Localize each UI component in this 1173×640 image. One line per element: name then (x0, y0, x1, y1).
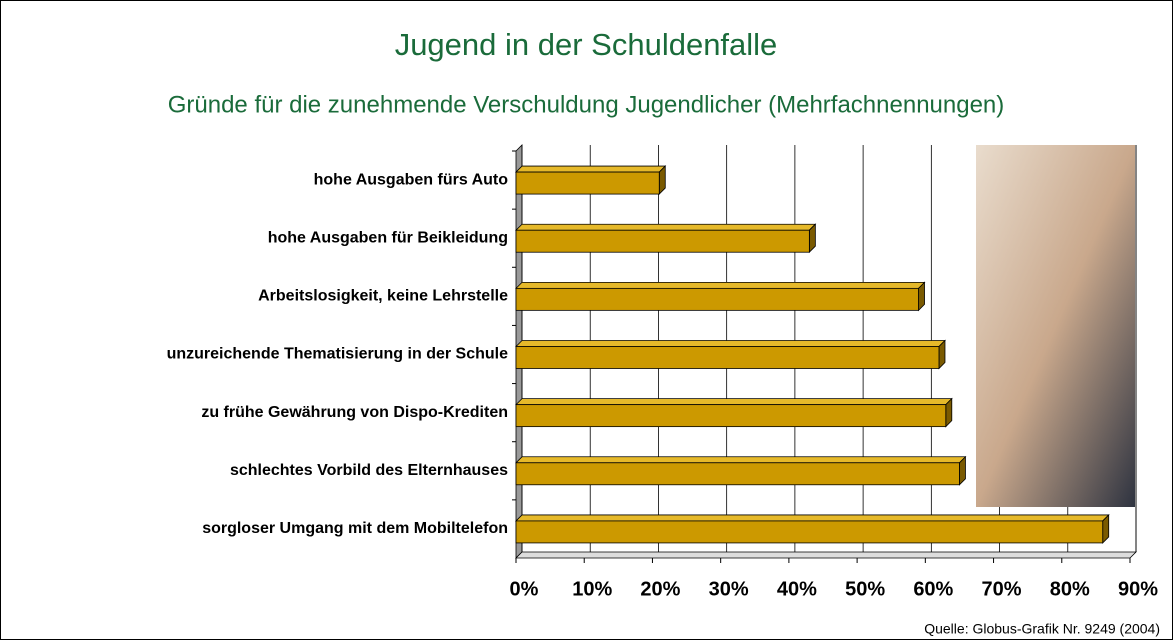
y-tick-label: Arbeitslosigkeit, keine Lehrstelle (258, 288, 508, 305)
source-note: Quelle: Globus-Grafik Nr. 9249 (2004) (924, 621, 1160, 637)
bar (516, 288, 919, 310)
y-tick-label: sorgloser Umgang mit dem Mobiltelefon (202, 520, 508, 537)
y-tick-label: unzureichende Thematisierung in der Schu… (167, 346, 509, 363)
x-tick-label: 60% (913, 578, 953, 600)
x-tick-label: 80% (1050, 578, 1090, 600)
x-tick-label: 0% (510, 578, 539, 600)
photo (976, 145, 1135, 507)
x-tick-label: 30% (709, 578, 749, 600)
bar-top (516, 166, 665, 172)
y-tick-label: hohe Ausgaben fürs Auto (314, 171, 509, 188)
page: {"chart_data": {"type": "bar", "orientat… (0, 0, 1173, 640)
x-tick-label: 10% (572, 578, 612, 600)
bar-top (516, 399, 952, 405)
chart-title: Jugend in der Schuldenfalle (395, 27, 778, 62)
chart: Jugend in der Schuldenfalle Gründe für d… (0, 0, 1173, 640)
bar-top (516, 224, 815, 230)
y-tick-label: zu frühe Gewährung von Dispo-Krediten (201, 404, 508, 421)
floor (516, 552, 1136, 558)
y-tick-label: schlechtes Vorbild des Elternhauses (230, 462, 508, 479)
bar (516, 172, 659, 194)
x-tick-label: 70% (982, 578, 1022, 600)
x-tick-label: 50% (845, 578, 885, 600)
y-tick-label: hohe Ausgaben für Beikleidung (268, 229, 508, 246)
bar-top (516, 515, 1109, 521)
bar-top (516, 457, 965, 463)
bar (516, 405, 946, 427)
bar (516, 463, 959, 485)
x-tick-label: 90% (1118, 578, 1158, 600)
x-tick-label: 40% (777, 578, 817, 600)
bar (516, 521, 1103, 543)
bar (516, 230, 809, 252)
bar-top (516, 341, 945, 347)
chart-subtitle: Gründe für die zunehmende Verschuldung J… (168, 91, 1005, 118)
bar (516, 347, 939, 369)
bar-top (516, 282, 925, 288)
x-tick-label: 20% (640, 578, 680, 600)
